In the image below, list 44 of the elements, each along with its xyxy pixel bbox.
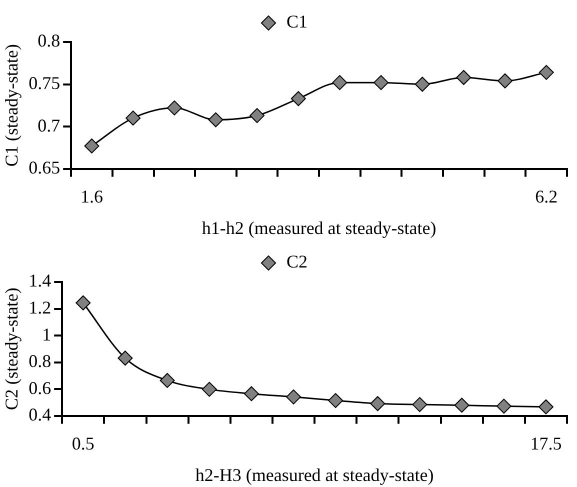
point xyxy=(208,112,224,128)
y-tick-label: 0.8 xyxy=(28,351,52,372)
point xyxy=(202,382,217,397)
point xyxy=(76,295,91,310)
point xyxy=(84,138,100,154)
point xyxy=(332,75,348,90)
legend-label: C1 xyxy=(286,12,308,32)
point xyxy=(250,108,265,124)
point xyxy=(496,398,512,414)
point xyxy=(538,399,554,414)
point xyxy=(160,372,175,388)
point xyxy=(498,73,513,88)
legend-label: C2 xyxy=(286,252,308,272)
y-tick-label: 0.4 xyxy=(28,404,52,425)
point xyxy=(414,76,430,92)
point xyxy=(412,397,428,412)
y-tick-label: 1.4 xyxy=(28,270,52,291)
point xyxy=(118,350,133,366)
point xyxy=(286,389,302,404)
y-tick-label: 1.2 xyxy=(28,297,52,318)
x-tick-label: 17.5 xyxy=(530,433,562,454)
x-tick-label: 6.2 xyxy=(535,186,558,206)
x-tick-label: 1.6 xyxy=(80,186,104,206)
point xyxy=(244,386,259,402)
y-tick-label: 0.7 xyxy=(38,115,60,136)
point xyxy=(454,398,470,413)
point xyxy=(328,393,344,408)
y-axis-title: C2 (steady-state) xyxy=(2,288,22,410)
y-tick-label: 1 xyxy=(42,324,52,344)
y-axis-title: C1 (steady-state) xyxy=(2,44,22,167)
y-tick-label: 0.8 xyxy=(38,30,60,51)
point xyxy=(290,91,306,106)
point xyxy=(374,75,389,90)
y-tick-label: 0.6 xyxy=(28,378,52,398)
point xyxy=(370,396,386,412)
point xyxy=(166,100,182,116)
x-tick-label: 0.5 xyxy=(72,433,94,454)
point xyxy=(538,64,554,80)
x-axis-title: h1-h2 (measured at steady-state) xyxy=(202,218,436,238)
x-axis-title: h2-H3 (measured at steady-state) xyxy=(195,464,434,485)
point xyxy=(456,70,472,86)
y-tick-label: 0.65 xyxy=(28,158,60,178)
y-tick-label: 0.75 xyxy=(28,73,60,93)
point xyxy=(126,110,141,126)
